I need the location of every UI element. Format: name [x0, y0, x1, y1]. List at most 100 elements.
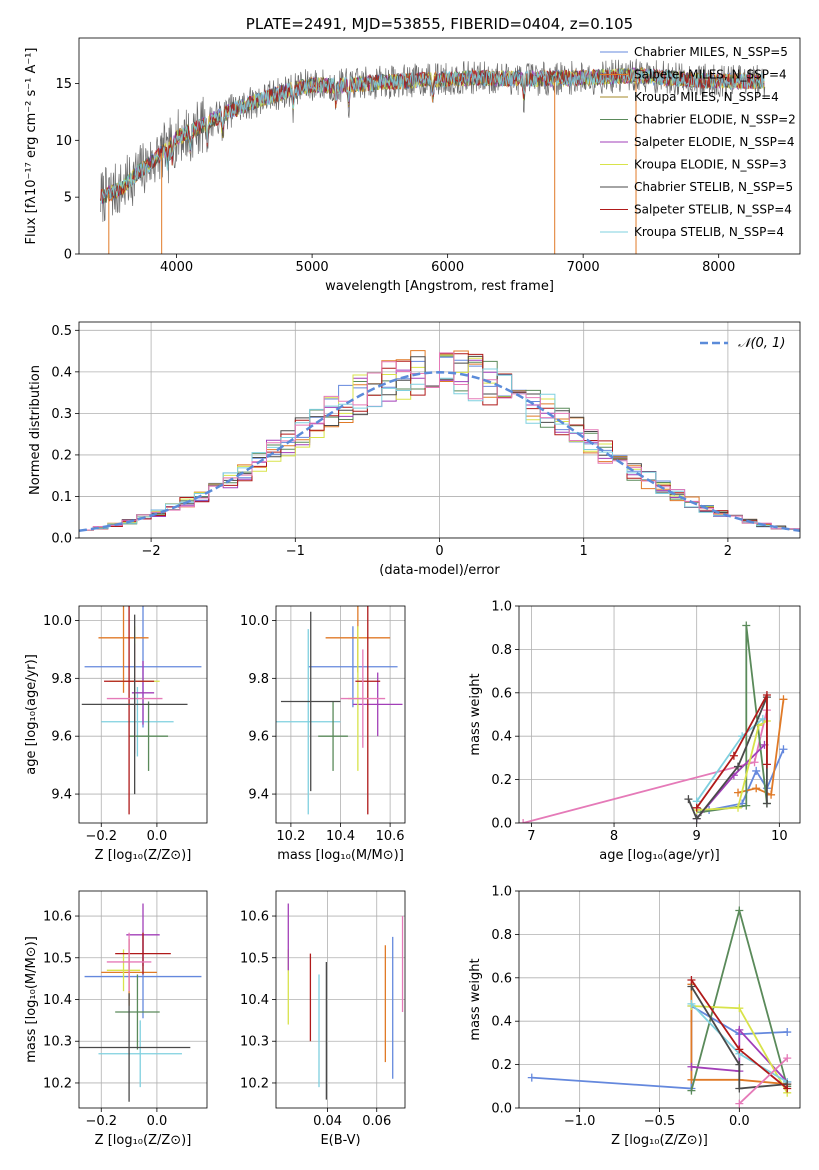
y-tick-label: 9.4 [248, 788, 269, 803]
y-tick-label: 9.8 [51, 672, 72, 687]
error-bar-point [101, 687, 174, 757]
x-tick-label: −2 [142, 544, 161, 559]
y-tick-label: 10.3 [240, 1035, 269, 1050]
legend-label: 𝒩(0, 1) [738, 336, 785, 351]
mass-weight-marker [742, 621, 751, 630]
x-axis-label: age [log₁₀(age/yr)] [599, 848, 720, 863]
y-tick-label: 9.8 [248, 672, 269, 687]
y-tick-label: 0.4 [491, 730, 512, 745]
x-tick-label: 7000 [567, 260, 600, 275]
x-tick-label: 10.6 [376, 829, 405, 844]
x-tick-label: 0.0 [147, 829, 168, 844]
y-tick-label: 0.3 [51, 407, 72, 422]
mass-weight-marker [735, 1099, 744, 1108]
y-tick-label: 9.4 [51, 788, 72, 803]
x-axis-label: E(B-V) [320, 1133, 360, 1148]
error-bar-point [81, 614, 188, 795]
y-tick-label: 10.0 [43, 614, 72, 629]
y-tick-label: 0.6 [491, 971, 512, 986]
error-bar-point [280, 611, 341, 792]
y-axis-label: mass weight [468, 958, 483, 1040]
x-tick-label: −1.0 [564, 1114, 596, 1129]
mass-weight-line [738, 1057, 788, 1105]
legend: Chabrier MILES, N_SSP=5 Salpeter MILES, N… [600, 45, 796, 239]
x-axis-label: Z [log₁₀(Z/Z⊙)] [611, 1133, 708, 1148]
x-axis-label: mass [log₁₀(M/M⊙)] [277, 848, 404, 863]
mass-weight-marker [742, 801, 751, 810]
error-bar-point [115, 932, 171, 975]
y-tick-label: 0.2 [491, 1058, 512, 1073]
legend-label: Salpeter STELIB, N_SSP=4 [634, 203, 792, 217]
y-tick-label: 0.8 [491, 928, 512, 943]
legend-label: Chabrier STELIB, N_SSP=5 [634, 180, 793, 194]
x-tick-label: 2 [724, 544, 732, 559]
y-tick-label: 10.4 [43, 993, 72, 1008]
plot-area [79, 322, 800, 538]
y-axis-label: Flux [fλ10⁻¹⁷ erg cm⁻² s⁻¹ A⁻¹] [24, 48, 39, 245]
mass-weight-marker [783, 1028, 792, 1037]
legend: 𝒩(0, 1) [700, 336, 785, 351]
y-tick-label: 10.6 [240, 910, 269, 925]
error-bar-point [352, 672, 403, 737]
mass-weight-marker [779, 695, 788, 704]
mass-weight-marker [684, 795, 693, 804]
mass-weight-marker [687, 975, 696, 984]
panel-residuals: −2 −1 0 1 2 0.0 0.1 0.2 0.3 0.4 0.5 (data-model)/er… [28, 321, 801, 578]
error-bar-point [318, 701, 348, 771]
error-bar-point [79, 993, 191, 1102]
y-tick-label: 0.2 [491, 773, 512, 788]
axes-frame [78, 890, 208, 1109]
y-tick-label: 0.0 [491, 1102, 512, 1117]
mass-weight-marker [762, 799, 771, 808]
y-tick-label: 10.6 [43, 910, 72, 925]
mass-weight-line [696, 720, 768, 811]
mass-weight-marker [687, 1062, 696, 1071]
x-tick-label: 7 [527, 829, 535, 844]
mass-weight-marker [692, 814, 701, 823]
error-bar-point [104, 606, 155, 815]
mass-weight-marker [779, 745, 788, 754]
y-tick-label: 10.2 [43, 1076, 72, 1091]
mass-weight-marker [735, 1060, 744, 1069]
legend-label: Kroupa STELIB, N_SSP=4 [634, 225, 784, 239]
mass-weight-marker [527, 1073, 536, 1082]
error-bar-point [98, 606, 149, 693]
legend-label: Salpeter MILES, N_SSP=4 [634, 68, 787, 82]
panel-spectrum: 4000 5000 6000 7000 8000 0 5 10 15 wavelength [An… [24, 15, 801, 294]
y-axis-label: Normed distribution [28, 365, 43, 495]
mass-weight-marker [692, 803, 701, 812]
x-tick-label: 5000 [296, 260, 329, 275]
mass-weight-marker [734, 762, 743, 771]
axes-frame [78, 605, 208, 824]
x-tick-label: 9 [693, 829, 701, 844]
x-tick-label: 1 [580, 544, 588, 559]
panel-mass-weight-vs-age: 7 8 9 10 0.0 0.2 0.4 0.6 0.8 1.0 age [log₁₀(age/yr… [468, 600, 801, 863]
error-bar-point [308, 626, 398, 708]
x-axis-label: Z [log₁₀(Z/Z⊙)] [95, 848, 192, 863]
mass-weight-marker [735, 1025, 744, 1034]
mass-weight-marker [687, 1086, 696, 1095]
mass-weight-marker [758, 714, 767, 723]
plot-area [79, 891, 207, 1108]
y-tick-label: 0.0 [51, 532, 72, 547]
y-tick-label: 9.6 [51, 730, 72, 745]
error-bar-point [131, 660, 155, 725]
x-tick-label: −1 [286, 544, 305, 559]
y-tick-label: 15 [55, 77, 72, 92]
x-tick-label: 10 [771, 829, 788, 844]
y-axis-label: mass weight [468, 673, 483, 755]
mass-weight-marker [767, 790, 776, 799]
y-tick-label: 0.4 [491, 1015, 512, 1030]
y-tick-label: 10.0 [240, 614, 269, 629]
legend-label: Chabrier MILES, N_SSP=5 [634, 45, 788, 59]
x-tick-label: 4000 [160, 260, 193, 275]
y-tick-label: 10.5 [43, 951, 72, 966]
x-tick-label: −0.2 [85, 1114, 117, 1129]
error-bar-point [115, 974, 160, 1050]
x-tick-label: 10.2 [276, 829, 305, 844]
x-tick-label: 8 [610, 829, 618, 844]
panel-mass-vs-metallicity: −0.2 0.0 10.2 10.3 10.4 10.5 10.6 Z [log₁₀(Z/Z⊙… [24, 890, 208, 1148]
error-bar-point [340, 649, 386, 748]
y-tick-label: 1.0 [491, 600, 512, 615]
x-tick-label: 6000 [431, 260, 464, 275]
